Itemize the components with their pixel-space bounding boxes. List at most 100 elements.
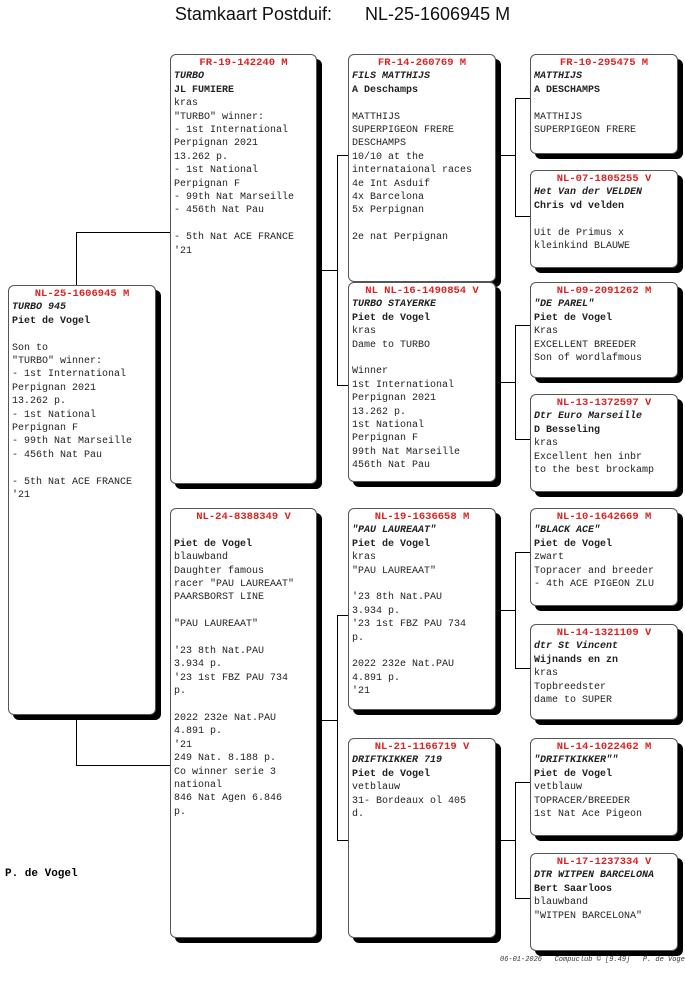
pigeon-name: "PAU LAUREAAT": [352, 525, 437, 537]
connector: [515, 98, 530, 99]
connector: [515, 782, 530, 783]
info-line: 4x Barcelona: [352, 192, 425, 204]
info-line: 2022 232e Nat.PAU: [174, 713, 277, 725]
info-line: Kras: [534, 326, 559, 338]
info-line: 99th Nat Marseille: [352, 446, 461, 458]
ring-number: FR-10-295475 M: [559, 57, 649, 69]
info-line: '23 8th Nat.PAU: [352, 592, 443, 604]
connector: [321, 270, 337, 271]
info-line: 2022 232e Nat.PAU: [352, 659, 455, 671]
info-line: DESCHAMPS: [352, 138, 407, 150]
info-line: - 456th Nat Pau: [12, 449, 103, 461]
info-line: 4e Int Asduif: [352, 178, 431, 190]
pigeon-name: MATTHIJS: [534, 71, 583, 83]
pigeon-card-sds[interactable]: NL-09-2091262 M "DE PAREL" Piet de Vogel Kr…: [530, 282, 678, 378]
info-line: PAARSBORST LINE: [174, 592, 265, 604]
info-line: [174, 605, 313, 618]
connector: [337, 840, 348, 841]
info-line: '21: [12, 490, 31, 502]
info-line: Topbreedster: [534, 681, 607, 693]
pigeon-name: Dtr Euro Marseille: [534, 411, 643, 423]
page-title: Stamkaart Postduif: NL-25-1606945 M: [0, 4, 685, 25]
pigeon-card-sss[interactable]: FR-10-295475 M MATTHIJS A DESCHAMPS MATTHIJ…: [530, 54, 678, 154]
owner-name: Piet de Vogel: [174, 538, 253, 550]
pigeon-card-subject[interactable]: NL-25-1606945 M TURBO 945 Piet de Vogel Son…: [8, 285, 156, 715]
info-line: 1st National: [352, 420, 425, 432]
info-line: SUPERPIGEON FRERE: [534, 125, 637, 137]
info-line: Son to: [12, 342, 49, 354]
info-line: MATTHIJS: [534, 111, 583, 123]
info-line: blauwband: [534, 897, 589, 909]
connector: [500, 155, 515, 156]
connector: [337, 385, 348, 386]
connector: [337, 155, 348, 156]
owner-name: Bert Saarloos: [534, 883, 613, 895]
info-line: p.: [174, 806, 187, 818]
info-line: [352, 578, 492, 591]
info-line: to the best brockamp: [534, 465, 655, 477]
owner-name: D Besseling: [534, 424, 601, 436]
info-line: [352, 97, 492, 110]
pigeon-card-sire-sire[interactable]: FR-14-260769 M FILS MATTHIJS A Deschamps MA…: [348, 54, 496, 282]
info-line: [174, 699, 313, 712]
info-line: "TURBO" winner:: [12, 356, 103, 368]
info-line: p.: [352, 632, 365, 644]
info-line: internataional races: [352, 165, 473, 177]
title-label: Stamkaart Postduif:: [174, 4, 332, 24]
info-line: 2e nat Perpignan: [352, 232, 449, 244]
info-line: '23 8th Nat.PAU: [174, 646, 265, 658]
pigeon-name: [174, 524, 313, 537]
info-line: - 1st International: [12, 369, 127, 381]
info-line: Perpignan F: [12, 423, 79, 435]
info-line: [352, 645, 492, 658]
info-line: [352, 218, 492, 231]
info-line: 5x Perpignan: [352, 205, 425, 217]
ring-number: NL-19-1636658 M: [374, 511, 470, 523]
owner-name: A Deschamps: [352, 84, 419, 96]
ring-number: NL-10-1642669 M: [556, 511, 652, 523]
info-line: [534, 213, 674, 226]
connector: [321, 720, 337, 721]
pigeon-card-dsd[interactable]: NL-14-1321109 V dtr St Vincent Wijnands en…: [530, 624, 678, 720]
info-line: d.: [352, 809, 365, 821]
owner-name: JL FUMIERE: [174, 84, 235, 96]
pigeon-card-dam[interactable]: NL-24-8388349 V Piet de Vogel blauwband Dau…: [170, 508, 317, 938]
info-line: 31- Bordeaux ol 405: [352, 795, 467, 807]
connector: [500, 840, 515, 841]
info-line: kras: [534, 438, 559, 450]
owner-name: Piet de Vogel: [352, 538, 431, 550]
info-line: '23 1st FBZ PAU 734: [352, 619, 467, 631]
owner-name: Piet de Vogel: [534, 538, 613, 550]
info-line: Perpignan 2021: [352, 393, 437, 405]
connector: [76, 715, 77, 765]
info-line: Topracer and breeder: [534, 565, 655, 577]
pigeon-name: "DRIFTKIKKER"": [534, 755, 619, 767]
info-line: - 99th Nat Marseille: [12, 436, 133, 448]
pigeon-card-dds[interactable]: NL-14-1022462 M "DRIFTKIKKER"" Piet de Vog…: [530, 738, 678, 836]
pigeon-card-sire[interactable]: FR-19-142240 M TURBO JL FUMIERE kras "TURBO"…: [170, 54, 317, 484]
connector: [76, 232, 77, 285]
owner-name: Piet de Vogel: [12, 315, 91, 327]
connector: [337, 615, 348, 616]
info-line: Dame to TURBO: [352, 339, 431, 351]
owner-name: A DESCHAMPS: [534, 84, 601, 96]
info-line: 1st International: [352, 379, 455, 391]
pigeon-card-ddd[interactable]: NL-17-1237334 V DTR WITPEN BARCELONA Bert …: [530, 853, 678, 951]
info-line: Uit de Primus x: [534, 227, 625, 239]
info-line: [12, 462, 152, 475]
info-line: '21: [174, 739, 193, 751]
pigeon-name: "BLACK ACE": [534, 525, 601, 537]
pigeon-card-ssd[interactable]: NL-07-1805255 V Het Van der VELDEN Chris v…: [530, 170, 678, 268]
pigeon-card-sire-dam[interactable]: NL NL-16-1490854 V TURBO STAYERKE Piet de …: [348, 282, 496, 482]
info-line: Perpignan F: [352, 433, 419, 445]
pigeon-card-dam-sire[interactable]: NL-19-1636658 M "PAU LAUREAAT" Piet de Vog…: [348, 508, 496, 710]
pigeon-card-dss[interactable]: NL-10-1642669 M "BLACK ACE" Piet de Vogel z…: [530, 508, 678, 606]
connector: [337, 615, 338, 840]
info-line: national: [174, 780, 223, 792]
info-line: 3.934 p.: [352, 605, 401, 617]
pigeon-card-sdd[interactable]: NL-13-1372597 V Dtr Euro Marseille D Besse…: [530, 394, 678, 492]
connector: [500, 382, 515, 383]
pigeon-card-dam-dam[interactable]: NL-21-1166719 V DRIFTKIKKER 719 Piet de Vo…: [348, 738, 496, 938]
info-line: TOPRACER/BREEDER: [534, 795, 631, 807]
ring-number: NL-24-8388349 V: [196, 511, 291, 523]
